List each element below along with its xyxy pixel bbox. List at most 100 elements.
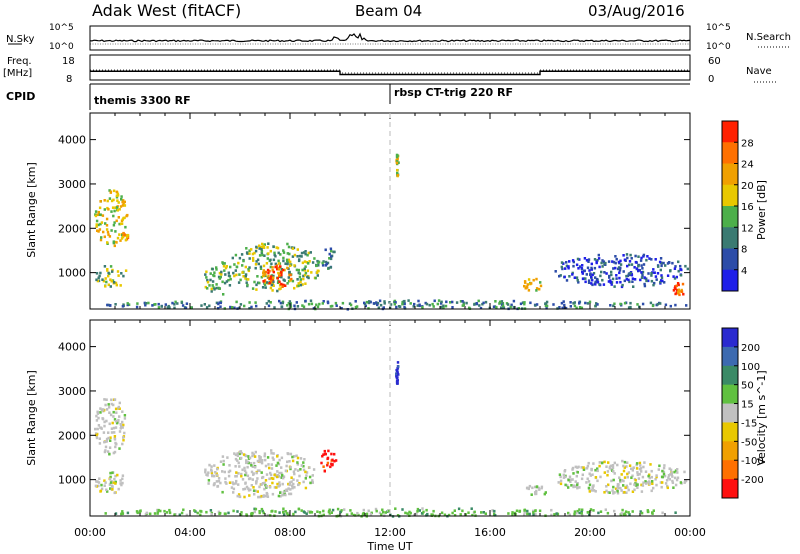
data-cell [315, 264, 318, 267]
data-cell [591, 283, 594, 287]
data-cell [315, 271, 319, 274]
data-cell [646, 510, 650, 514]
data-cell [215, 474, 219, 477]
data-cell [240, 253, 244, 256]
data-cell [323, 449, 326, 453]
data-cell [534, 485, 537, 489]
data-cell [628, 263, 631, 267]
data-cell [156, 510, 159, 513]
data-cell [282, 251, 286, 254]
data-cell [374, 507, 378, 511]
data-cell [107, 436, 110, 440]
data-cell [147, 301, 150, 305]
nsearch-label: N.Search [746, 32, 791, 43]
data-cell [118, 401, 121, 405]
data-cell [101, 417, 104, 420]
data-cell [271, 481, 274, 485]
data-cell [594, 490, 597, 493]
data-cell [527, 487, 530, 491]
data-cell [478, 304, 481, 307]
data-cell [266, 492, 269, 496]
data-cell [643, 276, 646, 279]
colorbar-tick-label: 15 [741, 400, 754, 411]
data-cell [231, 481, 234, 484]
data-cell [492, 305, 496, 309]
data-cell [598, 464, 601, 468]
data-cell [168, 511, 172, 515]
data-cell [219, 301, 222, 305]
colorbar-swatch [722, 227, 738, 249]
data-cell [105, 437, 109, 441]
data-cell [396, 171, 399, 175]
data-cell [312, 307, 316, 310]
data-cell [655, 474, 658, 477]
data-cell [245, 461, 248, 465]
data-cell [95, 223, 98, 226]
data-cell [301, 268, 304, 272]
data-cell [626, 472, 629, 476]
data-cell [628, 280, 631, 284]
data-cell [277, 251, 280, 255]
data-cell [297, 282, 300, 285]
data-cell [222, 293, 225, 296]
data-cell [261, 459, 264, 462]
data-cell [267, 271, 270, 275]
data-cell [291, 459, 295, 463]
data-cell [614, 261, 617, 265]
data-cell [249, 488, 252, 492]
data-cell [616, 488, 619, 492]
data-cell [218, 271, 222, 275]
data-cell [240, 456, 243, 460]
data-cell [206, 280, 210, 284]
data-cell [106, 490, 109, 493]
data-cell [112, 189, 116, 193]
data-cell [604, 263, 607, 266]
data-cell [535, 303, 539, 306]
data-cell [532, 511, 535, 514]
data-cell [539, 284, 543, 288]
data-cell [535, 287, 539, 290]
data-cell [280, 268, 283, 271]
data-cell [255, 288, 258, 291]
velocity-y-axis-label: Slant Range [km] [25, 370, 38, 466]
data-cell [367, 301, 371, 305]
data-cell [573, 301, 576, 304]
data-cell [327, 266, 330, 270]
data-cell [611, 277, 615, 281]
data-cell [631, 277, 635, 280]
data-cell [205, 306, 209, 309]
data-cell [288, 460, 291, 463]
data-cell [323, 469, 326, 473]
data-cell [112, 403, 115, 407]
data-cell [244, 471, 248, 475]
data-cell [328, 508, 331, 512]
data-cell [289, 305, 293, 308]
data-cell [685, 304, 688, 307]
data-cell [630, 273, 634, 277]
data-cell [102, 230, 105, 234]
data-cell [284, 284, 287, 287]
data-cell [220, 273, 223, 276]
data-cell [605, 489, 608, 493]
data-cell [307, 302, 311, 306]
data-cell [262, 511, 265, 515]
data-cell [173, 303, 176, 306]
data-cell [215, 266, 218, 269]
data-cell [594, 280, 597, 284]
data-cell [396, 174, 399, 177]
data-cell [113, 431, 116, 434]
data-cell [376, 302, 380, 305]
data-cell [608, 276, 611, 279]
data-cell [303, 269, 306, 272]
data-cell [393, 299, 397, 303]
data-cell [619, 259, 622, 263]
data-cell [619, 263, 623, 266]
data-cell [322, 513, 325, 517]
data-cell [308, 475, 312, 479]
data-cell [114, 480, 117, 484]
data-cell [424, 301, 427, 305]
data-cell [228, 481, 232, 484]
data-cell [256, 459, 260, 463]
data-cell [284, 469, 288, 473]
data-cell [217, 479, 221, 483]
